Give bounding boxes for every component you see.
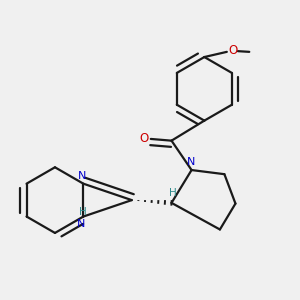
Text: H: H [79,207,87,217]
Text: N: N [187,158,195,167]
Text: N: N [77,171,86,181]
Text: H: H [169,188,177,197]
Text: O: O [139,132,148,145]
Text: O: O [228,44,238,57]
Text: N: N [76,219,85,229]
